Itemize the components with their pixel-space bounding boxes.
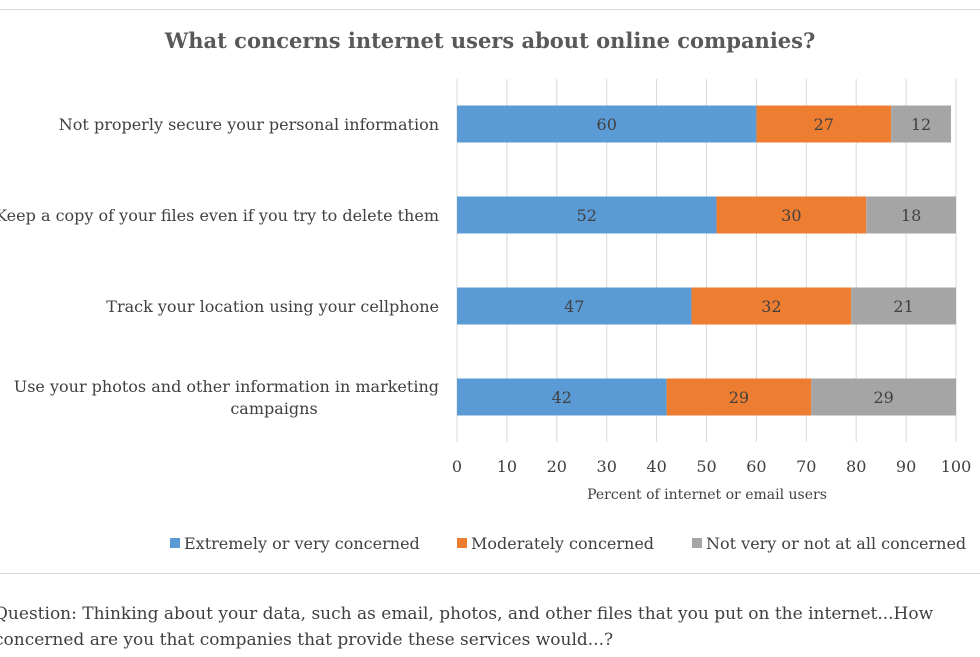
category-label-3: Use your photos and other information in…: [14, 377, 439, 418]
bar-3-series-1: [666, 378, 812, 416]
bar-2-series-2: [851, 287, 956, 325]
question-footnote: Question: Thinking about your data, such…: [0, 604, 934, 650]
bar-1-series-1: [716, 196, 867, 234]
x-tick-0: 0: [452, 457, 462, 476]
legend-label-1: Moderately concerned: [471, 534, 654, 553]
x-tick-80: 80: [846, 457, 866, 476]
data-label-3-1: 29: [729, 388, 749, 407]
bar-3-series-0: [457, 378, 667, 416]
data-label-3-2: 29: [873, 388, 893, 407]
data-label-2-1: 32: [761, 297, 781, 316]
x-tick-10: 10: [497, 457, 517, 476]
data-label-0-1: 27: [814, 115, 834, 134]
stacked-bar-chart: What concerns internet users about onlin…: [0, 28, 971, 553]
bars: 60 27 12 52 30 18 47 32 21 42 29 29: [457, 105, 956, 416]
data-label-3-0: 42: [552, 388, 572, 407]
legend-label-2: Not very or not at all concerned: [706, 534, 966, 553]
data-label-1-2: 18: [901, 206, 921, 225]
bar-3-series-2: [811, 378, 956, 416]
legend-swatch-0: [170, 538, 180, 548]
legend-label-0: Extremely or very concerned: [184, 534, 420, 553]
bar-0-series-1: [756, 105, 892, 143]
x-tick-60: 60: [746, 457, 766, 476]
x-tick-90: 90: [896, 457, 916, 476]
bottom-divider: [0, 573, 980, 574]
legend-item-1: Moderately concerned: [457, 534, 654, 553]
data-label-1-1: 30: [781, 206, 801, 225]
x-tick-20: 20: [547, 457, 567, 476]
bar-0-series-2: [891, 105, 952, 143]
x-tick-30: 30: [597, 457, 617, 476]
data-label-2-0: 47: [564, 297, 584, 316]
category-label-2: Track your location using your cellphone: [106, 297, 439, 316]
x-tick-70: 70: [796, 457, 816, 476]
bar-2-series-1: [691, 287, 852, 325]
category-labels: Not properly secure your personal inform…: [0, 115, 439, 418]
category-label-0: Not properly secure your personal inform…: [59, 115, 439, 134]
x-axis-label: Percent of internet or email users: [587, 487, 827, 503]
legend: Extremely or very concerned Moderately co…: [170, 534, 966, 553]
bar-1-series-2: [866, 196, 956, 234]
bar-2-series-0: [457, 287, 692, 325]
data-label-2-2: 21: [893, 297, 913, 316]
legend-item-0: Extremely or very concerned: [170, 534, 420, 553]
chart-title: What concerns internet users about onlin…: [164, 28, 816, 53]
bar-0-series-0: [457, 105, 757, 143]
x-tick-50: 50: [696, 457, 716, 476]
legend-swatch-1: [457, 538, 467, 548]
legend-item-2: Not very or not at all concerned: [692, 534, 966, 553]
data-label-0-2: 12: [911, 115, 931, 134]
category-label-1: Keep a copy of your files even if you tr…: [0, 206, 439, 225]
data-label-1-0: 52: [577, 206, 597, 225]
legend-swatch-2: [692, 538, 702, 548]
data-label-0-0: 60: [597, 115, 617, 134]
bar-1-series-0: [457, 196, 717, 234]
x-axis-ticks: 0 10 20 30 40 50 60 70 80 90 100: [452, 457, 971, 476]
x-tick-100: 100: [941, 457, 972, 476]
top-divider: [0, 9, 980, 10]
x-tick-40: 40: [646, 457, 666, 476]
